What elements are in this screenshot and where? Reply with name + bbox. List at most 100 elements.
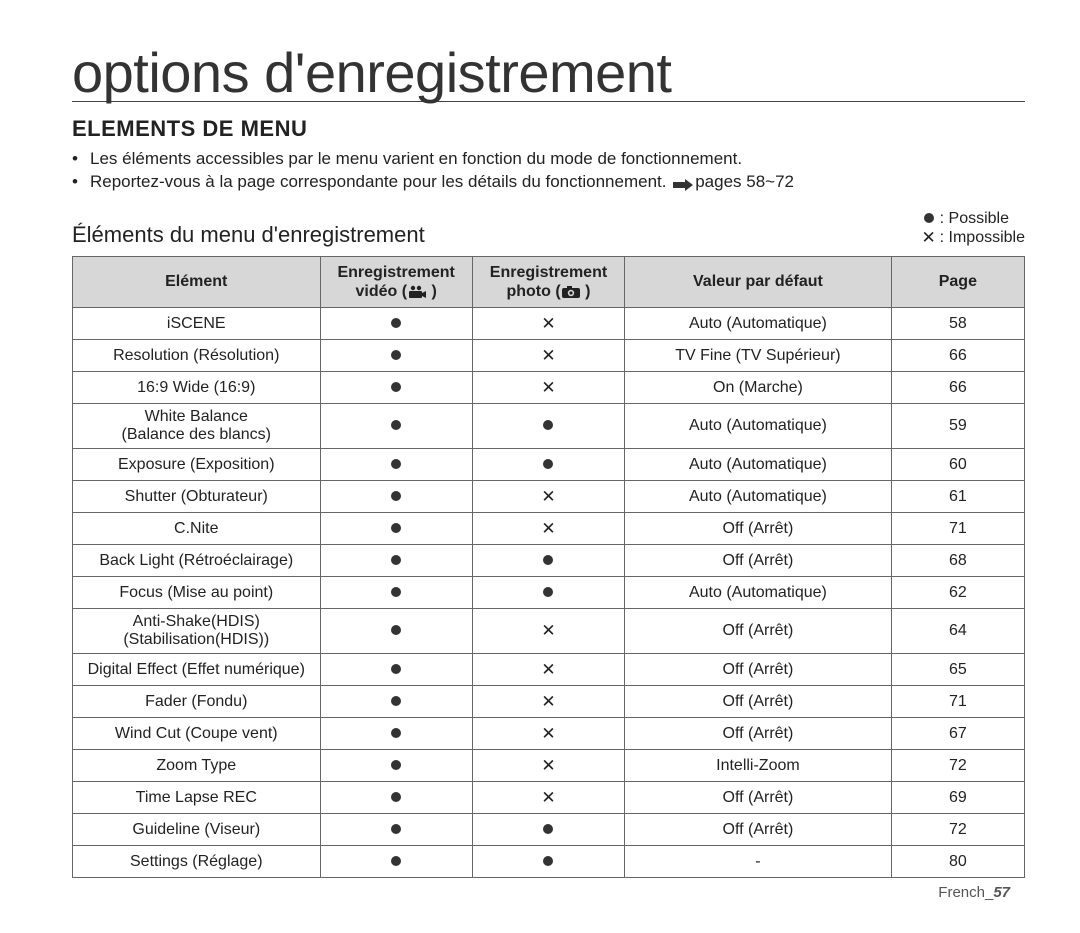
cell-video [320, 513, 472, 545]
cell-page: 71 [891, 513, 1024, 545]
x-icon: ✕ [541, 487, 555, 506]
cell-video [320, 340, 472, 372]
table-row: Anti-Shake(HDIS)(Stabilisation(HDIS))✕Of… [73, 609, 1025, 654]
cell-page: 64 [891, 609, 1024, 654]
dot-icon [391, 728, 401, 738]
table-row: iSCENE✕Auto (Automatique)58 [73, 308, 1025, 340]
cell-page: 58 [891, 308, 1024, 340]
cell-default: Off (Arrêt) [625, 545, 892, 577]
dot-icon [543, 587, 553, 597]
cell-default: - [625, 846, 892, 878]
cell-page: 59 [891, 404, 1024, 449]
dot-icon [391, 664, 401, 674]
cell-photo [472, 545, 624, 577]
dot-icon [391, 587, 401, 597]
cell-video [320, 718, 472, 750]
cell-photo: ✕ [472, 372, 624, 404]
cell-photo: ✕ [472, 718, 624, 750]
col-header-video: Enregistrement vidéo ( ) [320, 256, 472, 307]
cell-element: Guideline (Viseur) [73, 814, 321, 846]
cell-element: Resolution (Résolution) [73, 340, 321, 372]
col-header-page: Page [891, 256, 1024, 307]
cell-element: C.Nite [73, 513, 321, 545]
cell-page: 66 [891, 372, 1024, 404]
cell-page: 65 [891, 654, 1024, 686]
bullet-icon: • [72, 171, 90, 196]
cell-video [320, 372, 472, 404]
cell-video [320, 404, 472, 449]
cell-element: Settings (Réglage) [73, 846, 321, 878]
dot-icon [543, 420, 553, 430]
dot-icon [543, 856, 553, 866]
list-item: • Les éléments accessibles par le menu v… [72, 148, 1025, 171]
cell-default: Auto (Automatique) [625, 577, 892, 609]
cell-element: Shutter (Obturateur) [73, 481, 321, 513]
x-icon: ✕ [541, 724, 555, 743]
cell-page: 61 [891, 481, 1024, 513]
table-header-row: Elément Enregistrement vidéo ( ) Enregis… [73, 256, 1025, 307]
cell-photo: ✕ [472, 340, 624, 372]
table-row: 16:9 Wide (16:9)✕On (Marche)66 [73, 372, 1025, 404]
cell-default: Auto (Automatique) [625, 481, 892, 513]
footer-label: French_ [938, 884, 993, 901]
cell-photo: ✕ [472, 686, 624, 718]
page-footer: French_57 [938, 884, 1010, 901]
cell-photo: ✕ [472, 750, 624, 782]
table-row: Fader (Fondu)✕Off (Arrêt)71 [73, 686, 1025, 718]
cell-default: Auto (Automatique) [625, 404, 892, 449]
page-ref: pages 58~72 [695, 172, 794, 191]
table-row: Wind Cut (Coupe vent)✕Off (Arrêt)67 [73, 718, 1025, 750]
cell-page: 72 [891, 814, 1024, 846]
dot-icon [543, 824, 553, 834]
legend: : Possible ✕ : Impossible [918, 210, 1025, 248]
cell-element: iSCENE [73, 308, 321, 340]
cell-page: 72 [891, 750, 1024, 782]
cell-element: Time Lapse REC [73, 782, 321, 814]
table-row: Shutter (Obturateur) ✕ Auto (Automatique)6… [73, 481, 1025, 513]
table-row: Time Lapse REC✕Off (Arrêt)69 [73, 782, 1025, 814]
cell-photo: ✕ [472, 308, 624, 340]
table-row: C.Nite✕Off (Arrêt)71 [73, 513, 1025, 545]
cell-video [320, 846, 472, 878]
cell-default: Off (Arrêt) [625, 654, 892, 686]
bullet-text: Les éléments accessibles par le menu var… [90, 148, 742, 171]
cell-default: Intelli-Zoom [625, 750, 892, 782]
cell-video [320, 577, 472, 609]
col-header-default: Valeur par défaut [625, 256, 892, 307]
x-icon: ✕ [541, 621, 555, 640]
table-row: Back Light (Rétroéclairage)Off (Arrêt)68 [73, 545, 1025, 577]
cell-default: Off (Arrêt) [625, 686, 892, 718]
cell-photo [472, 814, 624, 846]
cell-page: 66 [891, 340, 1024, 372]
cell-element: Fader (Fondu) [73, 686, 321, 718]
cell-video [320, 609, 472, 654]
cell-page: 60 [891, 449, 1024, 481]
cell-page: 67 [891, 718, 1024, 750]
cell-photo [472, 449, 624, 481]
cell-photo: ✕ [472, 654, 624, 686]
dot-icon [391, 792, 401, 802]
cell-default: Off (Arrêt) [625, 782, 892, 814]
dot-icon [391, 760, 401, 770]
cell-element: Wind Cut (Coupe vent) [73, 718, 321, 750]
x-icon: ✕ [918, 228, 940, 248]
x-icon: ✕ [541, 378, 555, 397]
page-title: options d'enregistrement [72, 45, 1025, 102]
cell-default: Off (Arrêt) [625, 814, 892, 846]
cell-video [320, 686, 472, 718]
dot-icon [391, 459, 401, 469]
page-number: 57 [993, 884, 1010, 901]
cell-default: Auto (Automatique) [625, 449, 892, 481]
menu-table: Elément Enregistrement vidéo ( ) Enregis… [72, 256, 1025, 878]
cell-video [320, 449, 472, 481]
x-icon: ✕ [541, 314, 555, 333]
dot-icon [391, 824, 401, 834]
dot-icon [391, 350, 401, 360]
table-row: Zoom Type✕Intelli-Zoom72 [73, 750, 1025, 782]
dot-icon [391, 491, 401, 501]
cell-video [320, 814, 472, 846]
table-row: Guideline (Viseur) Off (Arrêt)72 [73, 814, 1025, 846]
dot-icon [391, 856, 401, 866]
dot-icon [391, 523, 401, 533]
section-heading: ELEMENTS DE MENU [72, 116, 1025, 142]
